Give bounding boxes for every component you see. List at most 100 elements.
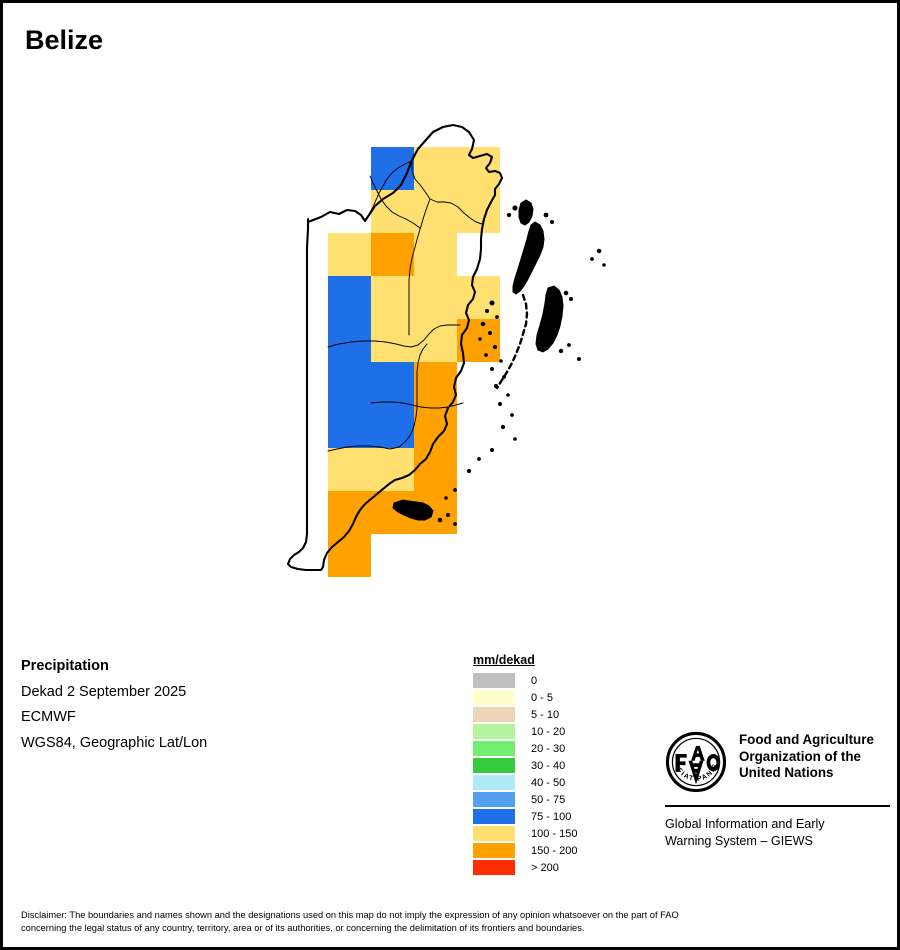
caye-speck-19 [492,344,498,350]
legend-row: 5 - 10 [473,706,613,723]
legend-row: 150 - 200 [473,842,613,859]
fao-org-line-2: Organization of the [739,748,861,764]
district-boundary-stanncreek-toledo [370,401,464,409]
raster-cell [328,319,371,362]
district-boundaries [327,160,483,452]
raster-cell [371,190,414,233]
caye-speck-35 [437,517,443,523]
raster-cell [371,362,414,405]
legend-row: > 200 [473,859,613,876]
offshore-cayes [392,199,606,526]
raster-cell [328,362,371,405]
legend-row: 50 - 75 [473,791,613,808]
raster-cell [328,491,371,534]
map-info-block: Precipitation Dekad 2 September 2025 ECM… [21,658,321,760]
fao-divider [665,805,890,807]
caye-speck-28 [500,424,506,430]
caye-speck-27 [510,413,514,417]
caye-speck-2 [506,212,512,218]
caye-speck-3 [543,212,549,218]
legend-label: 150 - 200 [531,844,578,857]
caye-speck-26 [498,402,502,406]
legend-label: 50 - 75 [531,793,566,806]
caye-speck-33 [453,488,457,492]
legend-swatch [473,741,515,756]
caye-speck-18 [478,337,482,341]
caye-speck-5 [563,290,569,296]
legend-label: 20 - 30 [531,742,566,755]
map-canvas[interactable] [3,63,897,623]
disclaimer: Disclaimer: The boundaries and names sho… [21,909,881,934]
coastline-layer [286,123,504,572]
southern-cayes-chain [392,499,434,521]
raster-cell [371,405,414,448]
caye-speck-16 [480,321,486,327]
legend-label: 0 [531,674,538,687]
fao-organization-name: Food and Agriculture Organization of the… [739,731,874,782]
legend-label: 40 - 50 [531,776,566,789]
district-boundary-cayo-stann-creek [327,343,428,452]
legend-row: 0 - 5 [473,689,613,706]
legend-label: 5 - 10 [531,708,560,721]
fao-logo-icon: FIAT PANIS [665,731,727,793]
caye-speck-25 [506,393,510,397]
raster-cell [328,448,371,491]
caye-speck-30 [490,448,494,452]
caye-speck-1 [512,205,518,211]
caye-ambergris [512,221,545,295]
fao-branding-block: FIAT PANIS Food and Agriculture Organiza… [665,731,890,850]
legend-swatch [473,809,515,824]
raster-cell [414,448,457,491]
legend-label: 75 - 100 [531,810,572,823]
legend-label: 100 - 150 [531,827,578,840]
disclaimer-line-1: Disclaimer: The boundaries and names sho… [21,910,679,920]
raster-cell [328,276,371,319]
caye-speck-10 [596,248,602,254]
caye-speck-4 [550,220,554,224]
info-source: ECMWF [21,709,76,725]
caye-speck-37 [453,522,457,526]
belize-national-outline [286,123,504,572]
legend-row: 0 [473,672,613,689]
caye-speck-20 [484,353,488,357]
caye-speck-11 [590,257,594,261]
raster-cell [414,276,457,319]
legend-label: 0 - 5 [531,691,554,704]
caye-speck-15 [495,315,499,319]
raster-cell [414,233,457,276]
legend-swatch [473,707,515,722]
legend-swatch [473,690,515,705]
caye-speck-34 [444,496,448,500]
caye-speck-17 [488,331,492,335]
district-boundary-belize-cayo [327,324,461,348]
info-projection: WGS84, Geographic Lat/Lon [21,734,208,751]
raster-cell [457,147,500,190]
disclaimer-line-2: concerning the legal status of any count… [21,922,585,933]
caye-ambergris-north [518,199,534,226]
raster-cell [371,319,414,362]
legend-row: 75 - 100 [473,808,613,825]
legend-swatch [473,860,515,875]
raster-cell [371,147,414,190]
caye-speck-22 [490,367,494,371]
raster-cell [414,319,457,362]
legend-label: 30 - 40 [531,759,566,772]
page-title: Belize [25,25,104,55]
map-legend: mm/dekad 0 0 - 5 5 - 10 10 - 20 20 - 30 30 - … [473,653,613,876]
caye-speck-13 [489,300,495,306]
legend-row: 10 - 20 [473,723,613,740]
raster-cell [328,534,371,577]
caye-speck-31 [477,457,481,461]
raster-cell [371,448,414,491]
district-boundary-orangewalk-belize [408,198,431,336]
raster-cell [328,405,371,448]
legend-swatch [473,826,515,841]
giews-subtitle: Global Information and Early Warning Sys… [665,816,890,850]
caye-speck-21 [499,359,503,363]
legend-swatch [473,758,515,773]
giews-line-2: Warning System – GIEWS [665,834,813,848]
legend-swatch [473,843,515,858]
map-svg [286,123,606,577]
atoll-turneffe [535,285,564,353]
legend-row: 30 - 40 [473,757,613,774]
